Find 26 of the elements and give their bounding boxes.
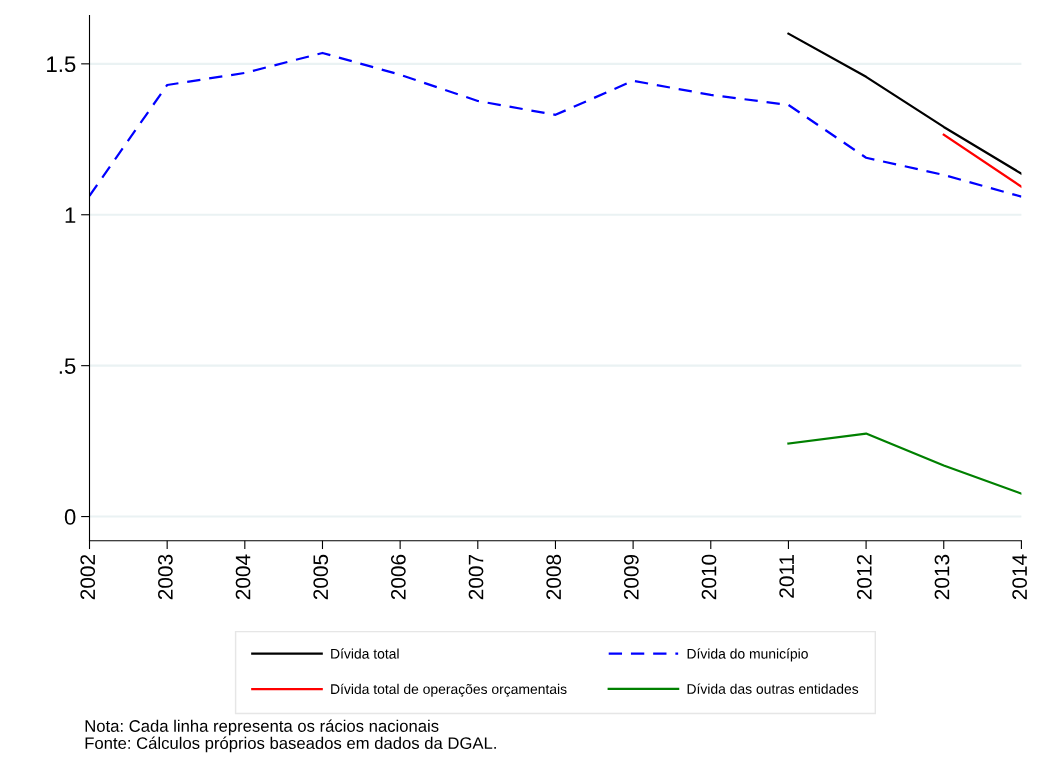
y-tick-label: 1	[65, 207, 76, 223]
x-tick-label: 2005	[313, 554, 329, 600]
x-tick-label: 2012	[856, 554, 872, 600]
x-tick-label: 2006	[390, 554, 406, 600]
x-tick-label: 2004	[235, 554, 251, 600]
text: Nota: Cada linha representa os rácios nacionais	[85, 719, 439, 736]
line-series	[89, 51, 1022, 198]
line-series	[787, 32, 1022, 175]
x-tick-label: 2007	[468, 554, 484, 600]
x-tick-label: 2013	[934, 554, 950, 600]
legend-label: Dívida das outras entidades	[687, 683, 859, 694]
x-tick-label: 2010	[701, 554, 717, 600]
line-series	[787, 432, 1022, 495]
x-tick-label: 2009	[623, 554, 639, 600]
y-tick-label: 0	[64, 509, 76, 525]
legend-label: Dívida total de operações orçamentais	[331, 683, 567, 697]
y-tick-label: .5	[59, 358, 76, 374]
y-tick-label: 1.5	[47, 56, 76, 73]
x-tick-label: 2008	[546, 554, 562, 600]
x-tick-label: 2003	[158, 554, 173, 600]
x-tick-label: 2011	[779, 554, 795, 598]
source-note: Fonte: Cálculos próprios baseados em dados da DGAL.	[85, 736, 496, 753]
legend-label: Dívida do município	[687, 648, 808, 662]
x-tick-label: 2002	[80, 554, 96, 600]
x-tick-label: 2014	[1012, 554, 1027, 600]
legend-label: Dívida total	[331, 648, 399, 659]
